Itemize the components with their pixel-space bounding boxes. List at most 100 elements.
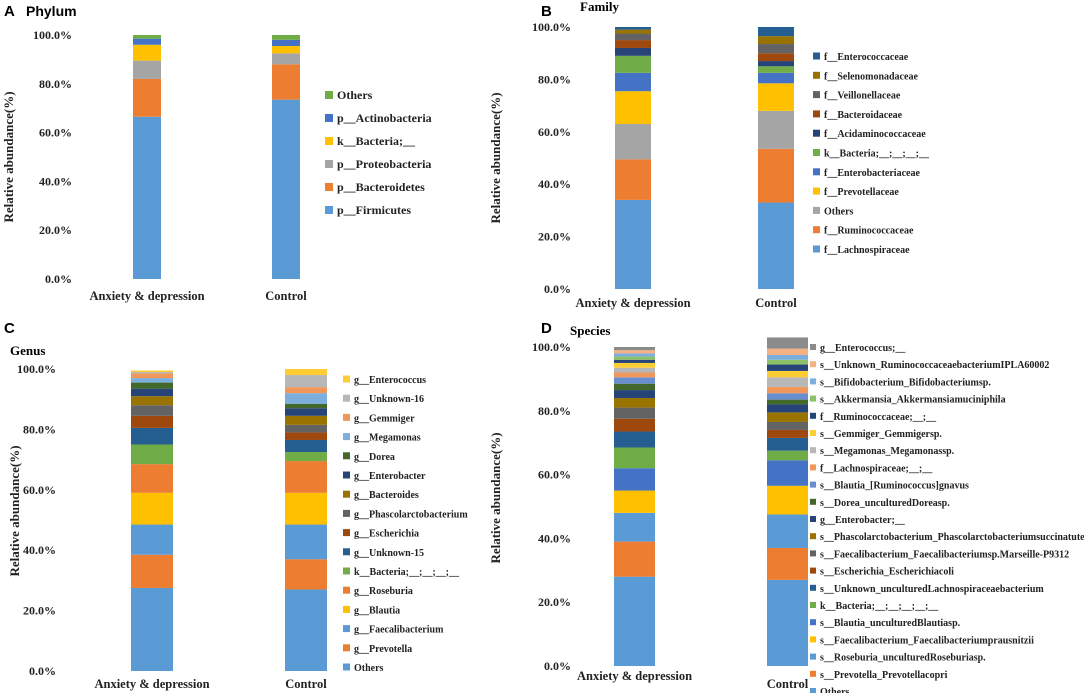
panel-C: C Genus Relative abundance(%) 0.0% 20.0% 40.0… [4,320,468,691]
bar-segment [758,44,794,54]
bar-segment [133,38,161,45]
legend-label: g__Gemmiger [354,413,415,424]
bar-segment [131,373,173,379]
legend-label: g__Bacteroides [354,490,419,501]
legend-label: Others [824,206,854,217]
legend-swatch [343,625,350,633]
bar-segment [615,40,651,48]
bar-segment [614,372,655,378]
legend-swatch [813,110,820,118]
bar-segment [614,468,655,491]
legend-swatch [813,226,820,234]
legend-label: s__Faecalibacterium_Faecalibacteriumsp.M… [820,549,1069,560]
legend-label: g__Blautia [354,605,400,616]
bar-segment [615,47,651,56]
bar-segment [614,350,655,354]
legend-swatch [810,533,816,540]
bar-segment [131,388,173,397]
legend-label: s__Escherichia_Escherichiacoli [820,567,954,578]
x-category-label: Control [285,677,327,691]
bar-segment [767,404,808,413]
panel-label: A [4,3,15,20]
legend-label: f__Lachnospiraceae;__;__ [820,463,933,474]
legend-swatch [343,509,350,517]
bar-segment [758,148,794,203]
panel-label: B [541,3,552,20]
bar-segment [615,72,651,92]
legend-swatch [343,375,350,383]
bar-segment [131,405,173,416]
bar-segment [767,412,808,422]
y-tick-label: 80.0% [538,404,571,418]
bar-segment [767,421,808,430]
legend-swatch [343,548,350,556]
bar-segment [614,512,655,542]
bar-segment [285,375,327,388]
panel-label: C [4,320,15,337]
bar-segment [758,72,794,84]
legend-label: g__Phascolarctobacterium [354,509,468,520]
bar-segment [272,99,300,279]
panel-B: B Family Relative abundance(%) 0.0% 20.0% 40.… [488,0,930,310]
legend-swatch [813,71,820,79]
legend-label: s__Unknown_RuminococcaceaebacteriumIPLA6… [820,360,1049,371]
bar-segment [614,377,655,384]
bar-segment [131,372,173,374]
legend-label: s__Roseburia_unculturedRoseburiasp. [820,653,986,664]
legend-label: f__Ruminococcaceae;__;__ [820,412,937,423]
bar-segment [285,452,327,462]
bar-segment [131,378,173,383]
y-tick-label: 100.0% [532,20,571,34]
legend-label: g__Enterobacter [354,471,426,482]
bar-segment [767,547,808,580]
bar-segment [285,387,327,394]
legend-swatch [813,52,820,60]
bar-segment [615,199,651,289]
bar-segment [614,431,655,448]
bar-segment [285,589,327,671]
bar-segment [614,418,655,432]
legend-swatch [810,567,816,574]
y-tick-label: 20.0% [538,595,571,609]
bar-segment [767,337,808,349]
legend-label: g__Faecalibacterium [354,625,444,636]
legend-label: g__Unknown-16 [354,394,424,405]
legend-label: s__Faecalibacterium_Faecalibacteriumprau… [820,635,1034,646]
bar-segment [614,383,655,391]
legend-swatch [813,149,820,156]
bar-segment [131,492,173,525]
bar-segment [131,587,173,671]
bar-segment [615,159,651,200]
legend-label: k__Bacteria;__;__;__;__;__ [820,601,939,612]
legend-label: g__Enterococcus;__ [820,343,906,354]
legend-label: s__Phascolarctobacterium_Phascolarctobac… [820,532,1084,543]
bar-segment [285,393,327,404]
legend-swatch [813,91,820,99]
y-tick-label: 60.0% [23,483,56,497]
bar-segment [615,33,651,41]
y-tick-label: 100.0% [33,28,72,42]
x-category-label: Anxiety & depression [577,669,692,683]
legend-swatch [813,206,820,214]
legend-swatch [810,636,816,643]
bar-segment [285,415,327,425]
legend-swatch [810,481,816,488]
y-tick-label: 20.0% [23,604,56,618]
legend-swatch [343,490,350,498]
legend-label: f__Enterococcaceae [824,52,909,63]
y-axis-label: Relative abundance(%) [7,445,22,576]
y-tick-label: 40.0% [39,174,72,188]
y-tick-label: 40.0% [538,177,571,191]
legend-swatch [343,471,350,479]
legend-swatch [810,464,816,471]
bar-segment [131,554,173,588]
legend-swatch [810,412,816,419]
y-tick-label: 100.0% [17,362,56,376]
legend-swatch [325,114,333,122]
bar-segment [615,55,651,73]
bar-segment [767,386,808,394]
legend-swatch [325,137,333,145]
bar-segment [131,427,173,445]
legend-swatch [325,160,333,168]
bar-segment [614,576,655,666]
